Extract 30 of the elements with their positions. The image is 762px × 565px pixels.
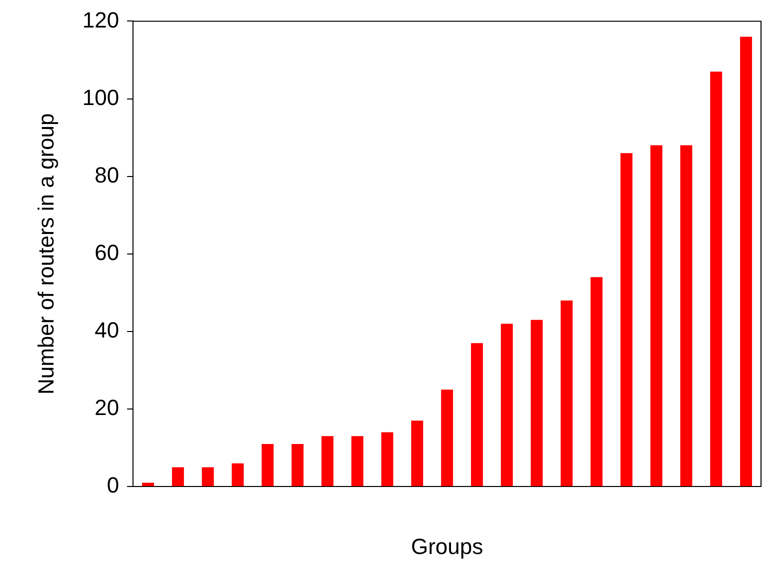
- bar: [262, 444, 274, 486]
- bar: [740, 36, 752, 486]
- bar: [590, 277, 603, 486]
- bar: [710, 72, 722, 486]
- bar: [441, 390, 454, 486]
- bar: [470, 343, 483, 486]
- bar: [381, 432, 394, 486]
- y-tick-label: 120: [82, 7, 120, 32]
- bar: [650, 145, 662, 486]
- bar: [172, 467, 184, 486]
- y-tick-label: 80: [94, 162, 120, 188]
- y-tick-label: 40: [94, 318, 120, 343]
- bar: [620, 153, 632, 486]
- bar: [680, 145, 692, 486]
- bar: [500, 324, 513, 486]
- x-axis-title: Groups: [410, 534, 484, 559]
- bar: [321, 436, 334, 486]
- bar: [560, 300, 573, 486]
- bar: [202, 467, 214, 486]
- bar: [142, 482, 154, 486]
- bar: [351, 436, 364, 486]
- bar: [232, 463, 244, 486]
- bar: [411, 420, 424, 486]
- bar: [292, 444, 304, 486]
- y-tick-label: 60: [94, 240, 120, 265]
- y-tick-label: 100: [82, 84, 120, 110]
- bar: [530, 320, 543, 486]
- y-tick-label: 0: [106, 472, 120, 498]
- y-axis-title: Number of routers in a group: [33, 113, 58, 395]
- y-tick-label: 20: [94, 395, 120, 420]
